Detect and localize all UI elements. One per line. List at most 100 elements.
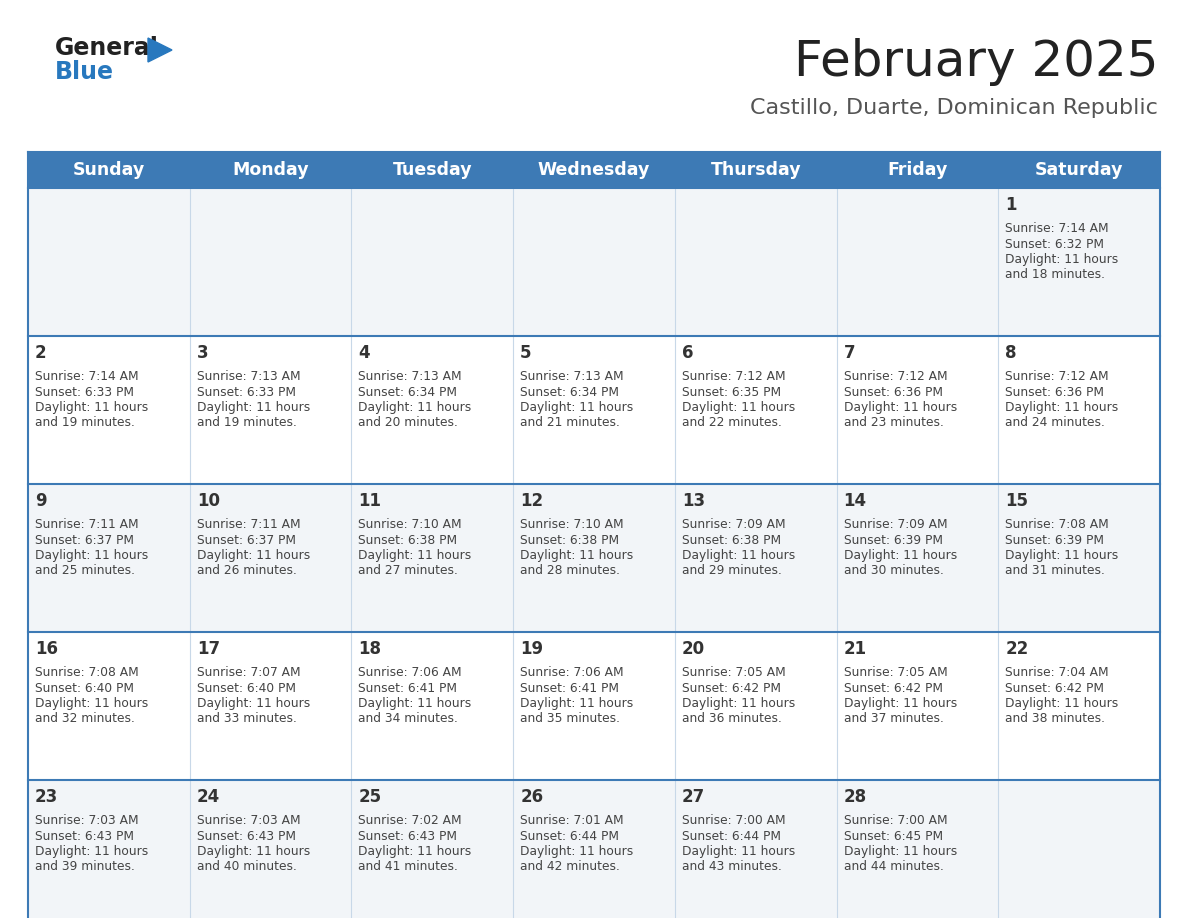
Text: Sunset: 6:38 PM: Sunset: 6:38 PM	[359, 533, 457, 546]
Text: 5: 5	[520, 344, 532, 362]
Text: 2: 2	[34, 344, 46, 362]
Text: General: General	[55, 36, 159, 60]
Bar	[29, 188, 1159, 336]
Text: Sunset: 6:43 PM: Sunset: 6:43 PM	[359, 830, 457, 843]
Text: Daylight: 11 hours: Daylight: 11 hours	[520, 845, 633, 858]
Text: Daylight: 11 hours: Daylight: 11 hours	[843, 697, 956, 710]
Text: and 30 minutes.: and 30 minutes.	[843, 565, 943, 577]
Text: Sunday: Sunday	[72, 161, 145, 179]
Text: Sunset: 6:37 PM: Sunset: 6:37 PM	[34, 533, 134, 546]
Text: Sunrise: 7:13 AM: Sunrise: 7:13 AM	[520, 370, 624, 383]
Text: Daylight: 11 hours: Daylight: 11 hours	[1005, 401, 1119, 414]
Text: Sunrise: 7:03 AM: Sunrise: 7:03 AM	[34, 814, 139, 827]
Text: 24: 24	[197, 788, 220, 806]
Text: and 40 minutes.: and 40 minutes.	[197, 860, 297, 874]
Text: Sunrise: 7:04 AM: Sunrise: 7:04 AM	[1005, 666, 1108, 679]
Text: Daylight: 11 hours: Daylight: 11 hours	[843, 845, 956, 858]
Text: Daylight: 11 hours: Daylight: 11 hours	[520, 401, 633, 414]
Text: 4: 4	[359, 344, 369, 362]
Text: Daylight: 11 hours: Daylight: 11 hours	[1005, 549, 1119, 562]
Text: 13: 13	[682, 492, 704, 510]
Text: Daylight: 11 hours: Daylight: 11 hours	[520, 697, 633, 710]
Text: and 44 minutes.: and 44 minutes.	[843, 860, 943, 874]
Text: 3: 3	[197, 344, 208, 362]
Text: Sunrise: 7:08 AM: Sunrise: 7:08 AM	[1005, 518, 1110, 531]
Text: Sunset: 6:43 PM: Sunset: 6:43 PM	[34, 830, 134, 843]
Text: Sunset: 6:44 PM: Sunset: 6:44 PM	[520, 830, 619, 843]
Text: Sunrise: 7:10 AM: Sunrise: 7:10 AM	[359, 518, 462, 531]
Text: Sunset: 6:39 PM: Sunset: 6:39 PM	[843, 533, 942, 546]
Text: Sunset: 6:32 PM: Sunset: 6:32 PM	[1005, 238, 1105, 251]
Text: and 36 minutes.: and 36 minutes.	[682, 712, 782, 725]
Text: Sunset: 6:43 PM: Sunset: 6:43 PM	[197, 830, 296, 843]
Text: Sunrise: 7:12 AM: Sunrise: 7:12 AM	[1005, 370, 1108, 383]
Polygon shape	[148, 38, 172, 62]
Text: Daylight: 11 hours: Daylight: 11 hours	[843, 549, 956, 562]
Text: 12: 12	[520, 492, 543, 510]
Text: Sunrise: 7:13 AM: Sunrise: 7:13 AM	[359, 370, 462, 383]
Text: and 33 minutes.: and 33 minutes.	[197, 712, 297, 725]
Text: 27: 27	[682, 788, 706, 806]
Text: and 34 minutes.: and 34 minutes.	[359, 712, 459, 725]
Text: Sunrise: 7:00 AM: Sunrise: 7:00 AM	[843, 814, 947, 827]
Bar	[29, 152, 1159, 188]
Bar	[29, 336, 1159, 484]
Text: Daylight: 11 hours: Daylight: 11 hours	[1005, 253, 1119, 266]
Text: Sunset: 6:40 PM: Sunset: 6:40 PM	[34, 681, 134, 695]
Text: 19: 19	[520, 640, 543, 658]
Text: Daylight: 11 hours: Daylight: 11 hours	[843, 401, 956, 414]
Text: 6: 6	[682, 344, 694, 362]
Text: 25: 25	[359, 788, 381, 806]
Text: Sunrise: 7:14 AM: Sunrise: 7:14 AM	[1005, 222, 1108, 235]
Text: Sunset: 6:42 PM: Sunset: 6:42 PM	[843, 681, 942, 695]
Text: and 39 minutes.: and 39 minutes.	[34, 860, 135, 874]
Text: Sunrise: 7:05 AM: Sunrise: 7:05 AM	[682, 666, 785, 679]
Text: Sunrise: 7:02 AM: Sunrise: 7:02 AM	[359, 814, 462, 827]
Text: Daylight: 11 hours: Daylight: 11 hours	[197, 549, 310, 562]
Text: Sunset: 6:34 PM: Sunset: 6:34 PM	[359, 386, 457, 398]
Text: Sunrise: 7:05 AM: Sunrise: 7:05 AM	[843, 666, 947, 679]
Text: and 32 minutes.: and 32 minutes.	[34, 712, 135, 725]
Text: 15: 15	[1005, 492, 1029, 510]
Text: Sunset: 6:42 PM: Sunset: 6:42 PM	[682, 681, 781, 695]
Text: 8: 8	[1005, 344, 1017, 362]
Text: Daylight: 11 hours: Daylight: 11 hours	[197, 845, 310, 858]
Text: and 43 minutes.: and 43 minutes.	[682, 860, 782, 874]
Text: Sunrise: 7:14 AM: Sunrise: 7:14 AM	[34, 370, 139, 383]
Text: Sunset: 6:37 PM: Sunset: 6:37 PM	[197, 533, 296, 546]
Text: Sunset: 6:40 PM: Sunset: 6:40 PM	[197, 681, 296, 695]
Text: Daylight: 11 hours: Daylight: 11 hours	[1005, 697, 1119, 710]
Text: 17: 17	[197, 640, 220, 658]
Text: 10: 10	[197, 492, 220, 510]
Bar	[29, 484, 1159, 632]
Text: Sunrise: 7:12 AM: Sunrise: 7:12 AM	[682, 370, 785, 383]
Text: and 41 minutes.: and 41 minutes.	[359, 860, 459, 874]
Text: 1: 1	[1005, 196, 1017, 214]
Text: and 29 minutes.: and 29 minutes.	[682, 565, 782, 577]
Text: 18: 18	[359, 640, 381, 658]
Text: Sunset: 6:36 PM: Sunset: 6:36 PM	[843, 386, 942, 398]
Text: Daylight: 11 hours: Daylight: 11 hours	[682, 697, 795, 710]
Text: Tuesday: Tuesday	[392, 161, 472, 179]
Text: and 22 minutes.: and 22 minutes.	[682, 417, 782, 430]
Text: Daylight: 11 hours: Daylight: 11 hours	[34, 401, 148, 414]
Text: Sunrise: 7:11 AM: Sunrise: 7:11 AM	[34, 518, 139, 531]
Text: 14: 14	[843, 492, 867, 510]
Text: and 18 minutes.: and 18 minutes.	[1005, 268, 1105, 282]
Text: Daylight: 11 hours: Daylight: 11 hours	[520, 549, 633, 562]
Text: Sunrise: 7:00 AM: Sunrise: 7:00 AM	[682, 814, 785, 827]
Text: Sunrise: 7:08 AM: Sunrise: 7:08 AM	[34, 666, 139, 679]
Text: and 21 minutes.: and 21 minutes.	[520, 417, 620, 430]
Text: and 26 minutes.: and 26 minutes.	[197, 565, 297, 577]
Text: Daylight: 11 hours: Daylight: 11 hours	[682, 845, 795, 858]
Text: Daylight: 11 hours: Daylight: 11 hours	[34, 845, 148, 858]
Text: 11: 11	[359, 492, 381, 510]
Text: and 38 minutes.: and 38 minutes.	[1005, 712, 1105, 725]
Text: Daylight: 11 hours: Daylight: 11 hours	[197, 697, 310, 710]
Text: Saturday: Saturday	[1035, 161, 1124, 179]
Text: 7: 7	[843, 344, 855, 362]
Text: Monday: Monday	[233, 161, 309, 179]
Text: and 37 minutes.: and 37 minutes.	[843, 712, 943, 725]
Text: and 25 minutes.: and 25 minutes.	[34, 565, 135, 577]
Text: 20: 20	[682, 640, 704, 658]
